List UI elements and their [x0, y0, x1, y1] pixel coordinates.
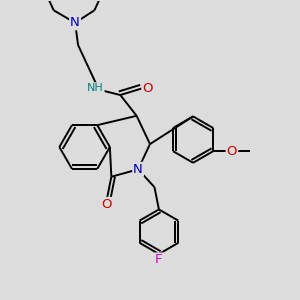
Text: NH: NH — [87, 83, 104, 93]
Text: O: O — [226, 145, 237, 158]
Text: O: O — [142, 82, 153, 95]
Text: N: N — [70, 16, 80, 29]
Text: F: F — [155, 254, 163, 266]
Text: N: N — [133, 163, 143, 176]
Text: O: O — [102, 198, 112, 211]
